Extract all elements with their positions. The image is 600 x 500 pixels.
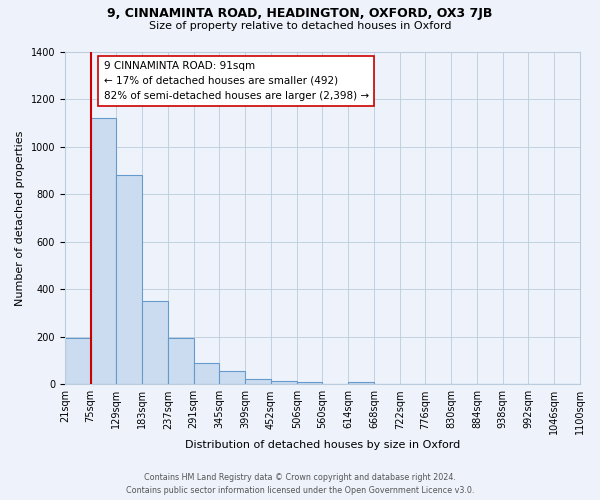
Bar [245, 379, 271, 384]
Bar [65, 338, 91, 384]
Bar [116, 175, 142, 384]
Text: Size of property relative to detached houses in Oxford: Size of property relative to detached ho… [149, 21, 451, 31]
Bar [296, 382, 322, 384]
Text: 9 CINNAMINTA ROAD: 91sqm
← 17% of detached houses are smaller (492)
82% of semi-: 9 CINNAMINTA ROAD: 91sqm ← 17% of detach… [104, 61, 368, 100]
Bar [220, 372, 245, 384]
Text: Contains HM Land Registry data © Crown copyright and database right 2024.
Contai: Contains HM Land Registry data © Crown c… [126, 474, 474, 495]
Text: 9, CINNAMINTA ROAD, HEADINGTON, OXFORD, OX3 7JB: 9, CINNAMINTA ROAD, HEADINGTON, OXFORD, … [107, 8, 493, 20]
Bar [91, 118, 116, 384]
X-axis label: Distribution of detached houses by size in Oxford: Distribution of detached houses by size … [185, 440, 460, 450]
Bar [348, 382, 374, 384]
Bar [271, 381, 296, 384]
Bar [142, 301, 168, 384]
Y-axis label: Number of detached properties: Number of detached properties [15, 130, 25, 306]
Bar [168, 338, 194, 384]
Bar [194, 363, 220, 384]
